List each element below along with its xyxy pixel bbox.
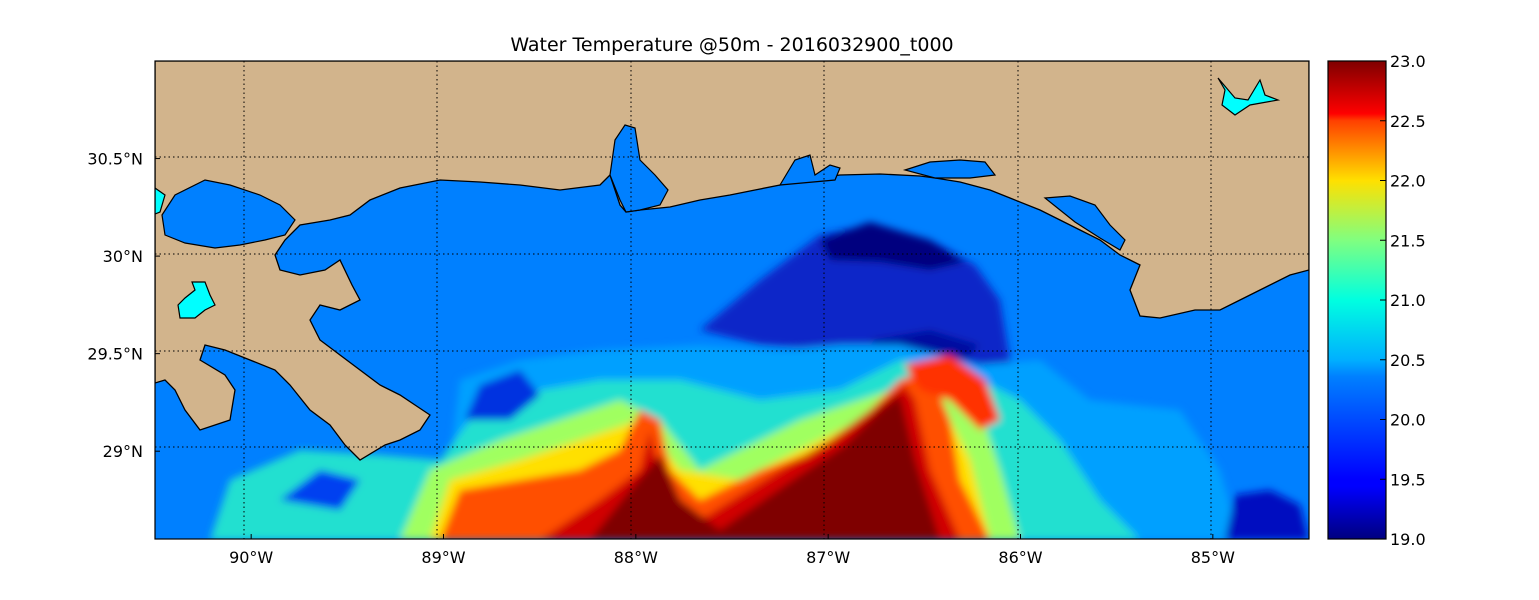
- colorbar-tick-label: 20.5: [1390, 351, 1426, 370]
- y-tick-label: 30°N: [103, 247, 143, 266]
- lake-salvador: [177, 281, 216, 319]
- choctawhatchee-bay: [902, 159, 997, 179]
- colorbar-tick-label: 22.5: [1390, 112, 1426, 131]
- x-tick-label: 87°W: [806, 548, 850, 567]
- pensacola-bay: [778, 154, 841, 186]
- lake-pontchartrain: [161, 179, 296, 249]
- y-tick-label: 30.5°N: [87, 150, 143, 169]
- y-tick-label: 29.5°N: [87, 345, 143, 364]
- colorbar-tick-label: 21.0: [1390, 291, 1426, 310]
- x-tick-label: 85°W: [1191, 548, 1235, 567]
- graticule: [155, 61, 1309, 539]
- map-title: Water Temperature @50m - 2016032900_t000: [510, 34, 954, 56]
- x-tick-label: 86°W: [998, 548, 1042, 567]
- colorbar-tick-label: 22.0: [1390, 172, 1426, 191]
- mobile-bay: [609, 124, 669, 213]
- st-andrew-bay: [1043, 195, 1126, 251]
- colorbar-tick-label: 19.0: [1390, 530, 1426, 549]
- x-tick-label: 88°W: [614, 548, 658, 567]
- y-tick-label: 29°N: [103, 442, 143, 461]
- lake-seminole: [1217, 77, 1281, 116]
- land-mass: [155, 61, 1309, 461]
- x-tick-label: 90°W: [229, 548, 273, 567]
- map-frame: [154, 60, 1310, 540]
- colorbar-tick-label: 20.0: [1390, 411, 1426, 430]
- lake-maurepas: [155, 187, 166, 215]
- colorbar-tick-label: 23.0: [1390, 52, 1426, 71]
- colorbar-tick-label: 19.5: [1390, 470, 1426, 489]
- x-tick-label: 89°W: [421, 548, 465, 567]
- temperature-field: [210, 222, 1309, 539]
- colorbar: [1327, 60, 1387, 540]
- colorbar-tick-label: 21.5: [1390, 231, 1426, 250]
